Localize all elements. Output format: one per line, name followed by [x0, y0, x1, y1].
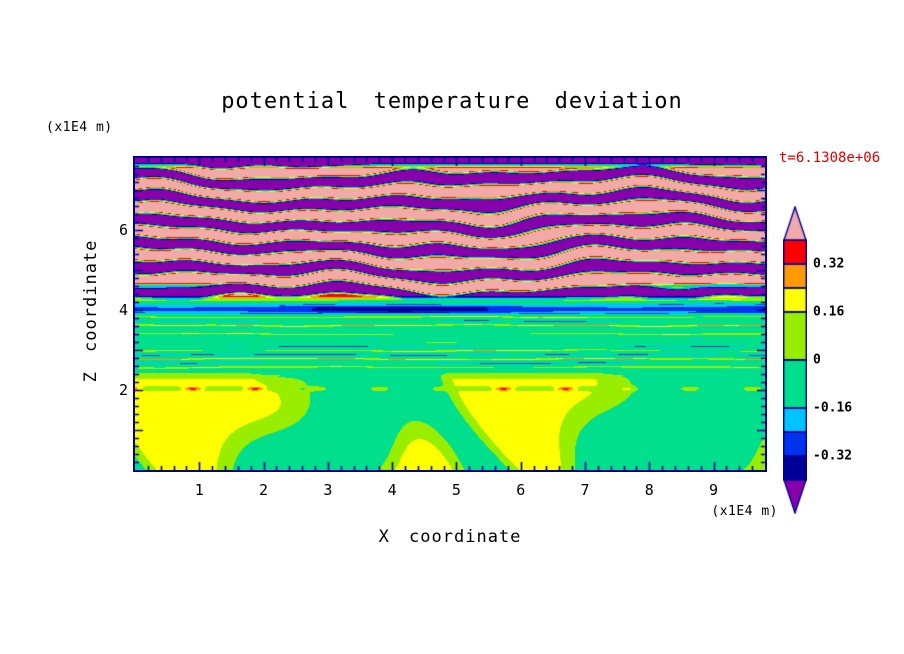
- x-tick-label: 6: [516, 481, 526, 499]
- plot-area: [133, 156, 767, 472]
- colorbar-tick-label: -0.16: [813, 400, 853, 416]
- z-axis-units-label: (x1E4 m): [46, 120, 113, 135]
- y-tick-label: 4: [118, 301, 128, 319]
- z-axis-title: Z coordinate: [81, 239, 101, 383]
- chart-title: potential temperature deviation: [221, 89, 683, 114]
- x-tick-label: 7: [580, 481, 590, 499]
- colorbar-tick-label: 0: [813, 352, 821, 368]
- x-axis-title: X coordinate: [378, 527, 522, 547]
- x-tick-label: 5: [451, 481, 461, 499]
- colorbar-tick-label: -0.32: [813, 448, 853, 464]
- colorbar: [783, 206, 807, 514]
- colorbar-tick-label: 0.16: [813, 304, 845, 320]
- x-tick-label: 8: [644, 481, 654, 499]
- x-tick-label: 1: [194, 481, 204, 499]
- x-tick-label: 9: [709, 481, 719, 499]
- x-tick-label: 2: [259, 481, 269, 499]
- contour-field-canvas: [135, 158, 765, 470]
- x-tick-label: 4: [387, 481, 397, 499]
- timestamp-label: t=6.1308e+06: [779, 150, 881, 166]
- x-tick-label: 3: [323, 481, 333, 499]
- colorbar-canvas: [783, 206, 807, 514]
- x-axis-units-label: (x1E4 m): [711, 504, 778, 519]
- y-tick-label: 2: [118, 381, 128, 399]
- y-tick-label: 6: [118, 221, 128, 239]
- colorbar-tick-label: 0.32: [813, 256, 845, 272]
